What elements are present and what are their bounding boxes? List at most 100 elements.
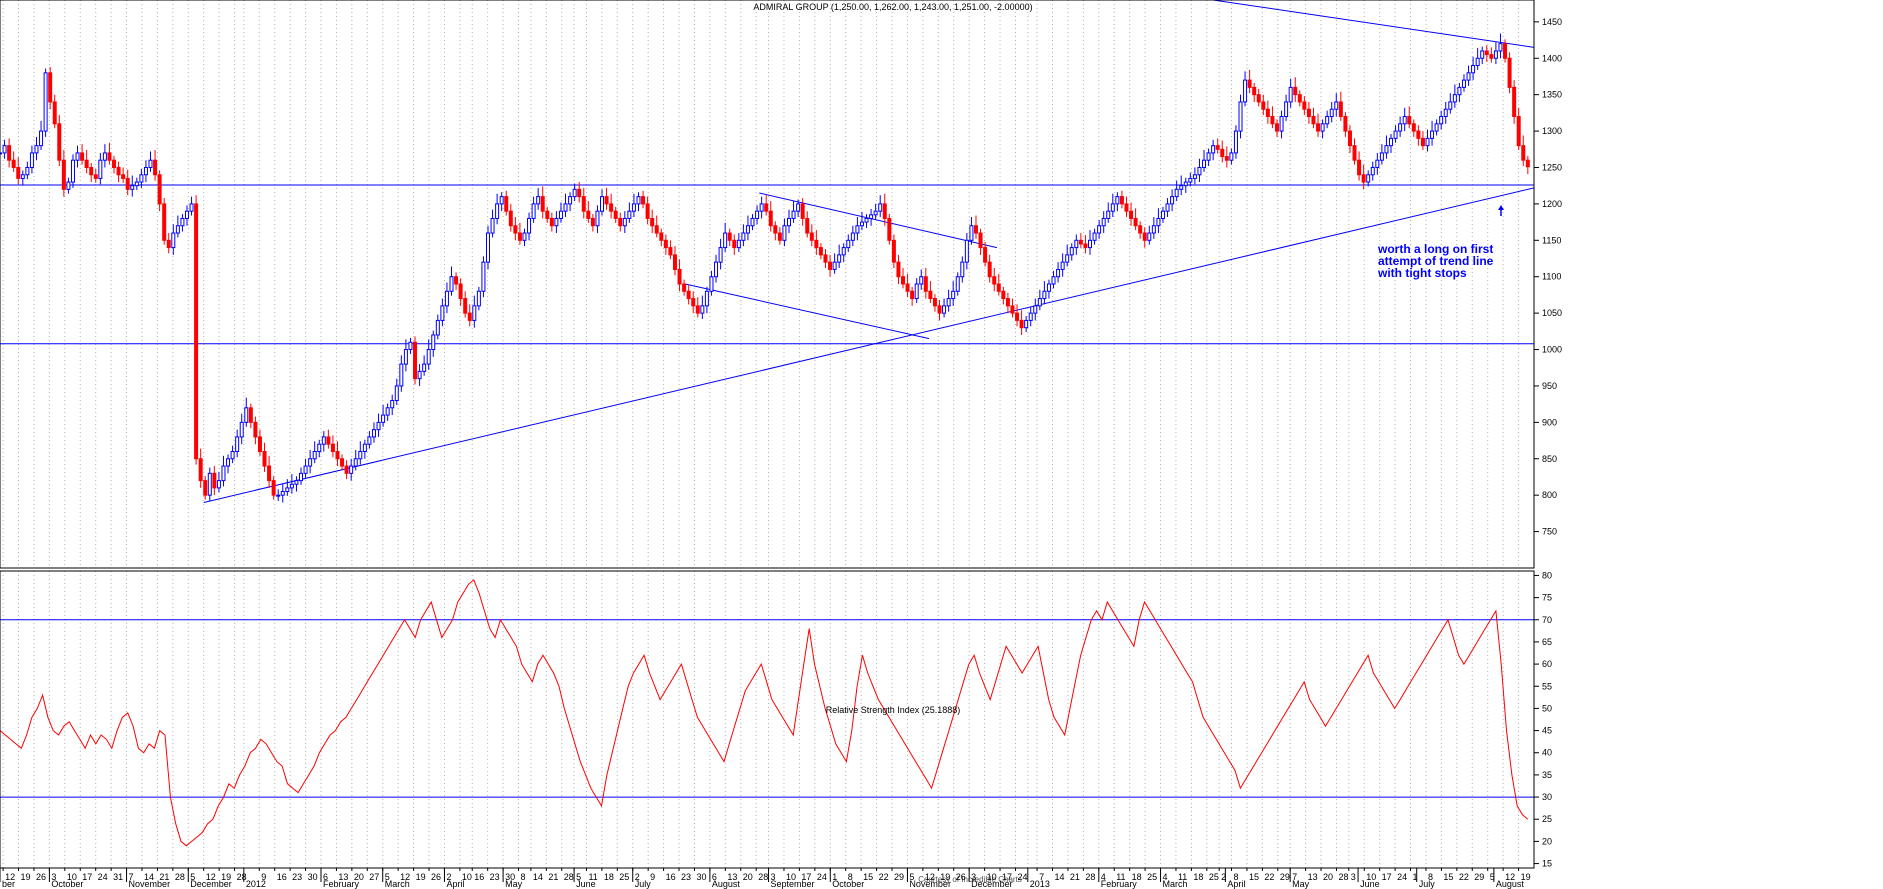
candle-222 [1010, 298, 1015, 318]
price-label-1400: 1400 [1542, 53, 1562, 63]
candle-85 [385, 403, 390, 421]
candle-48 [216, 471, 221, 493]
candle-179 [814, 230, 819, 255]
candle-174 [791, 200, 796, 223]
candle-132 [600, 189, 605, 216]
candle-332 [1512, 80, 1517, 124]
candle-186 [846, 234, 851, 252]
candle-148 [672, 246, 677, 276]
candle-86 [390, 394, 395, 416]
candle-184 [837, 244, 842, 268]
price-label-1450: 1450 [1542, 17, 1562, 27]
date-label-11: November [129, 879, 171, 889]
candle-193 [878, 195, 883, 218]
candle-262 [1192, 167, 1197, 185]
date-label-112: 17 [1382, 872, 1392, 882]
date-label-68: October [832, 879, 864, 889]
annotation-line-0: worth a long on first [1377, 242, 1493, 256]
candle-104 [472, 295, 477, 328]
candle-206 [937, 300, 942, 321]
date-label-32: 12 [400, 872, 410, 882]
candle-155 [704, 286, 709, 314]
date-label-15: 5 [190, 872, 195, 882]
candle-305 [1389, 133, 1394, 153]
candle-197 [896, 254, 901, 284]
date-label-25: 6 [323, 872, 328, 882]
candle-314 [1430, 120, 1435, 146]
date-label-27: 13 [338, 872, 348, 882]
candle-269 [1224, 146, 1229, 168]
candle-334 [1521, 135, 1526, 167]
candle-306 [1393, 125, 1398, 143]
candle-185 [841, 243, 846, 263]
candle-116 [527, 212, 532, 241]
candle-208 [946, 289, 951, 312]
rsi-title: Relative Strength Index (25.1888) [826, 705, 961, 715]
date-label-59: 13 [727, 872, 737, 882]
candle-303 [1379, 144, 1384, 165]
candle-236 [1074, 234, 1079, 255]
date-label-104: 7 [1292, 872, 1297, 882]
candle-102 [463, 291, 468, 318]
candle-81 [367, 431, 372, 449]
candle-242 [1101, 211, 1106, 234]
candle-319 [1452, 84, 1457, 108]
candle-298 [1357, 151, 1362, 181]
candle-129 [586, 200, 591, 223]
candle-14 [61, 150, 66, 197]
candle-144 [654, 215, 659, 238]
candle-311 [1416, 125, 1421, 146]
candle-51 [230, 445, 235, 464]
date-label-120: 5 [1490, 872, 1495, 882]
date-label-2: 19 [21, 872, 31, 882]
date-label-87: 28 [1085, 872, 1095, 882]
candle-139 [631, 193, 636, 218]
candle-261 [1188, 172, 1193, 187]
candle-75 [340, 454, 345, 471]
candle-21 [93, 168, 98, 183]
candle-94 [426, 339, 431, 370]
candle-36 [162, 198, 167, 245]
trend-line-5 [1209, 0, 1535, 48]
candle-34 [153, 150, 158, 181]
candle-252 [1147, 225, 1152, 245]
candle-205 [932, 294, 937, 312]
candle-192 [873, 203, 878, 220]
candle-171 [777, 227, 782, 245]
candle-219 [996, 273, 1001, 296]
price-label-750: 750 [1542, 527, 1557, 537]
date-label-12: 14 [144, 872, 154, 882]
price-label-950: 950 [1542, 381, 1557, 391]
annotation-arrowhead [1498, 205, 1504, 210]
candle-105 [476, 286, 481, 311]
date-label-69: 8 [848, 872, 853, 882]
candle-20 [89, 163, 94, 183]
date-label-121: August [1496, 879, 1525, 889]
date-label-57: 6 [712, 872, 717, 882]
candle-80 [362, 439, 367, 459]
rsi-label-30: 30 [1542, 792, 1552, 802]
candle-160 [727, 228, 732, 247]
candle-1 [2, 139, 7, 159]
candle-234 [1065, 244, 1070, 267]
candle-107 [485, 225, 490, 270]
candle-169 [768, 200, 773, 232]
candle-257 [1170, 189, 1175, 212]
candle-124 [563, 193, 568, 218]
date-label-56: 30 [696, 872, 706, 882]
candle-156 [709, 270, 714, 296]
date-label-71: 22 [879, 872, 889, 882]
price-label-900: 900 [1542, 417, 1557, 427]
candle-309 [1407, 106, 1412, 129]
date-label-113: 24 [1397, 872, 1407, 882]
candle-316 [1439, 110, 1444, 130]
candle-274 [1247, 69, 1252, 94]
date-label-17: 12 [206, 872, 216, 882]
date-label-20: 2012 [246, 879, 266, 889]
date-label-24: 30 [308, 872, 318, 882]
candle-231 [1051, 270, 1056, 289]
date-label-58: August [712, 879, 741, 889]
date-label-116: 8 [1428, 872, 1433, 882]
candle-87 [394, 378, 399, 405]
